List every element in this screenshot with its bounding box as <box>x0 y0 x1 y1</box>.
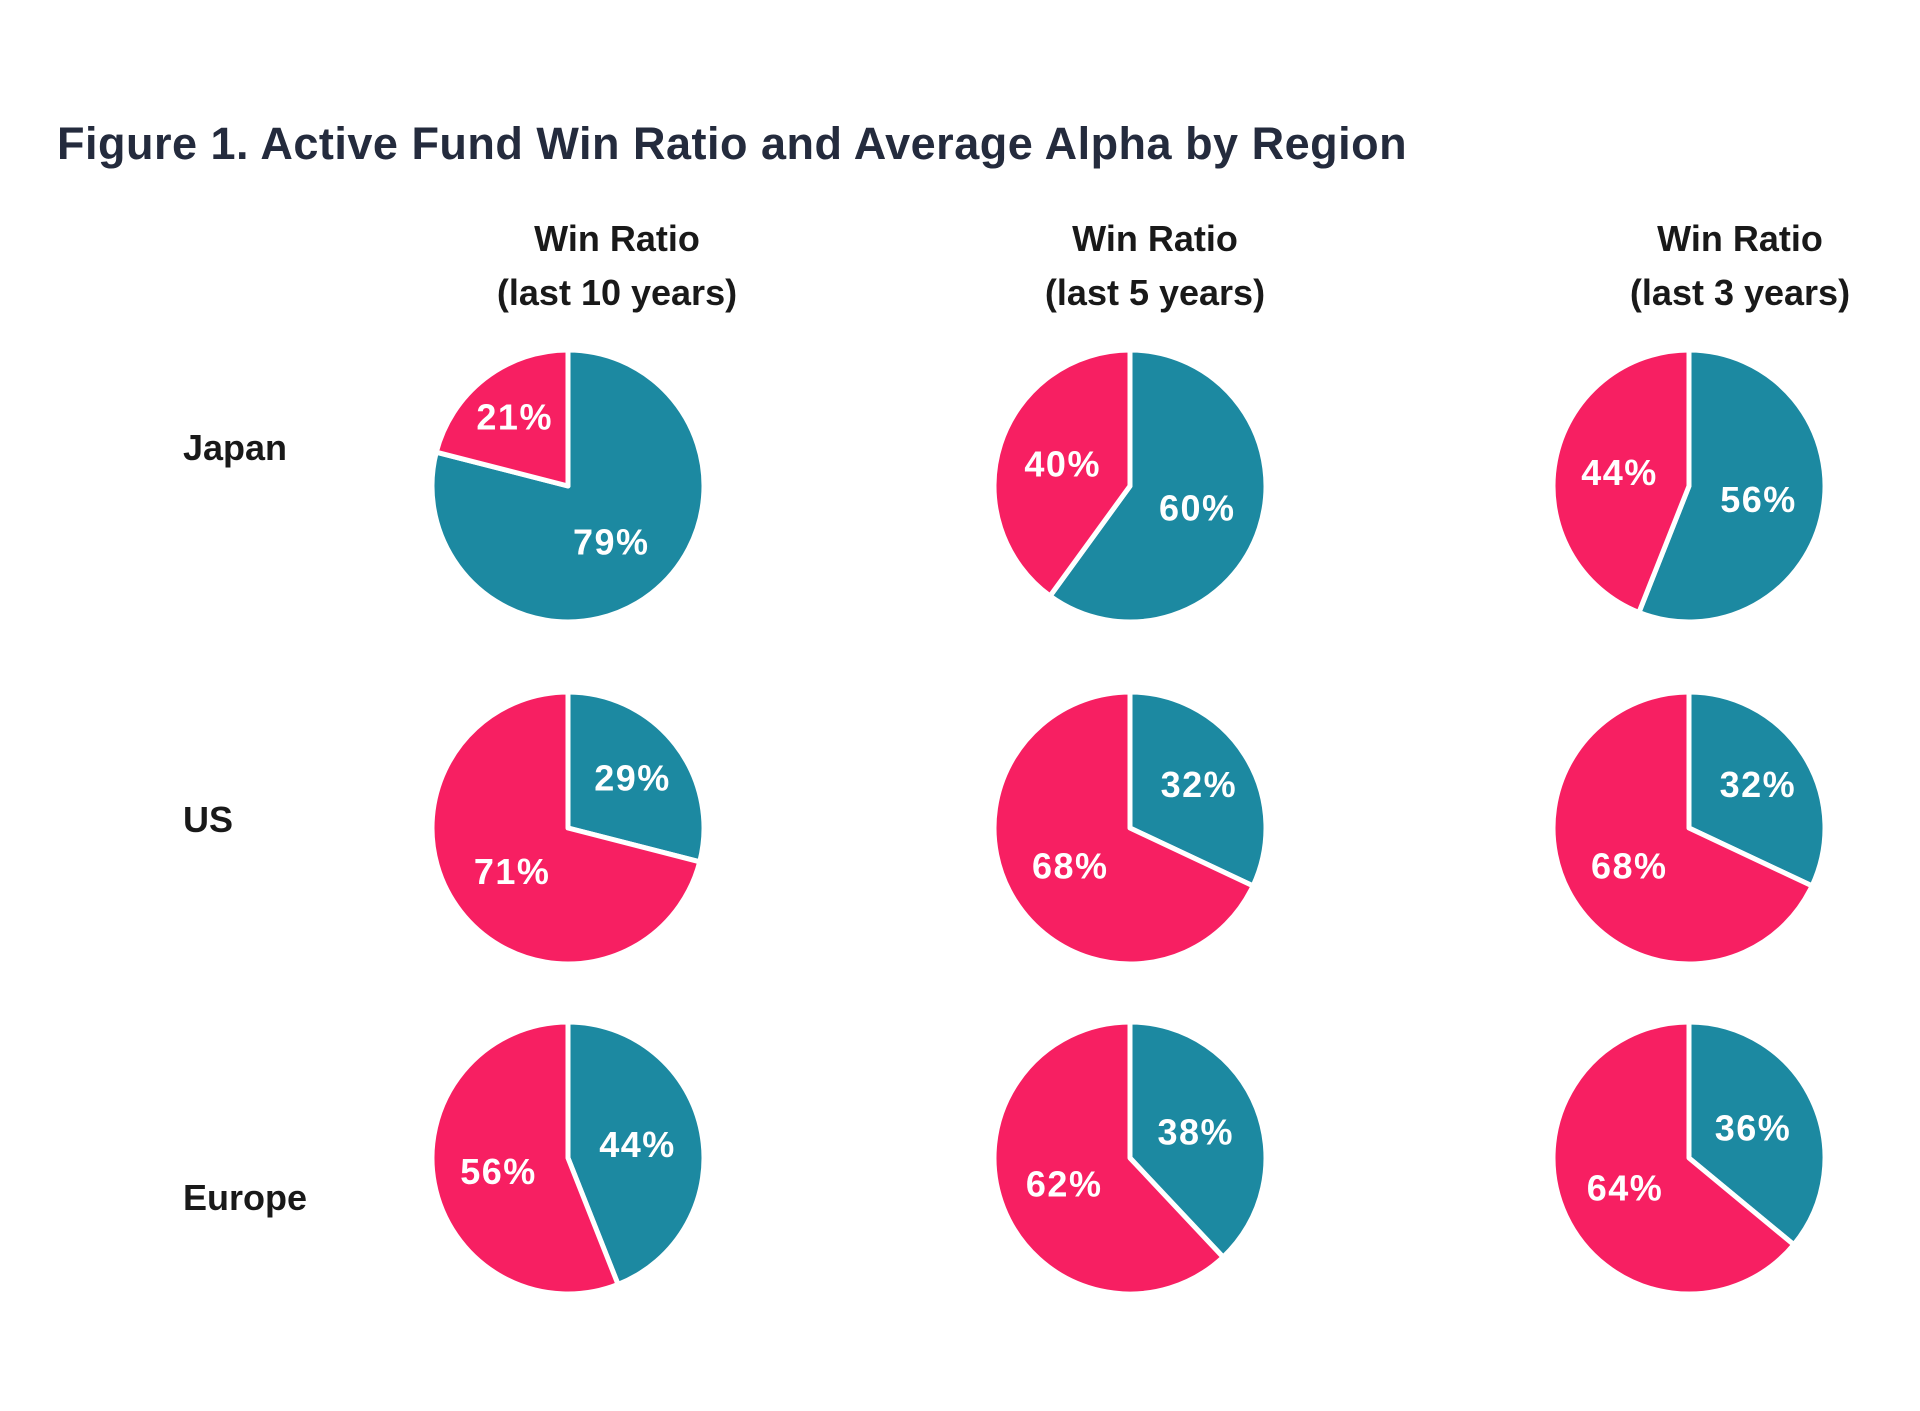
pie-europe-col2: 38% 62% <box>991 1019 1269 1297</box>
slice-label-active-pink: 68% <box>1591 845 1668 886</box>
slice-label-active-pink: 68% <box>1032 845 1109 886</box>
slice-label-active-pink: 44% <box>1581 452 1658 493</box>
active-pink-slice <box>429 689 703 967</box>
row-label-us: US <box>183 799 234 840</box>
passive-teal-slice <box>565 1019 707 1287</box>
pie-europe-col1: 44% 56% <box>429 1019 707 1297</box>
active-pink-slice <box>1550 1019 1797 1297</box>
slice-label-active-pink: 21% <box>476 397 553 438</box>
slice-label-active-pink: 40% <box>1024 444 1101 485</box>
passive-teal-slice <box>565 689 707 865</box>
slice-label-active-pink: 71% <box>474 851 551 892</box>
active-pink-slice <box>991 347 1133 599</box>
slice-label-active-pink: 64% <box>1587 1168 1664 1209</box>
active-pink-slice <box>1550 347 1692 615</box>
slice-label-passive-teal: 79% <box>573 521 650 562</box>
passive-teal-slice <box>1686 1019 1828 1248</box>
column-header-title: Win Ratio <box>1072 218 1238 259</box>
column-header-title: Win Ratio <box>534 218 700 259</box>
passive-teal-slice <box>1047 347 1269 625</box>
passive-teal-slice <box>1686 689 1828 889</box>
passive-teal-slice <box>1127 1019 1269 1260</box>
column-header-subtitle: (last 10 years) <box>496 272 738 313</box>
pie-japan-col3: 56% 44% <box>1550 347 1828 625</box>
slice-label-passive-teal: 36% <box>1715 1107 1792 1148</box>
slice-label-passive-teal: 32% <box>1720 764 1797 805</box>
slice-label-passive-teal: 60% <box>1159 487 1236 528</box>
slice-label-passive-teal: 44% <box>599 1124 676 1165</box>
pie-europe-col3: 36% 64% <box>1550 1019 1828 1297</box>
active-pink-slice <box>991 1019 1226 1297</box>
column-header-subtitle: (last 3 years) <box>1629 272 1851 313</box>
slice-label-passive-teal: 32% <box>1161 764 1238 805</box>
column-header-last-10-years: Win Ratio (last 10 years) <box>497 212 737 320</box>
column-header-last-3-years: Win Ratio (last 3 years) <box>1630 212 1850 320</box>
pie-us-col1: 29% 71% <box>429 689 707 967</box>
row-label-japan: Japan <box>183 427 288 468</box>
passive-teal-slice <box>1127 689 1269 889</box>
active-pink-slice <box>1550 689 1815 967</box>
passive-teal-slice <box>1636 347 1828 625</box>
active-pink-slice <box>433 347 571 489</box>
active-pink-slice <box>991 689 1256 967</box>
pie-japan-col2: 60% 40% <box>991 347 1269 625</box>
column-header-last-5-years: Win Ratio (last 5 years) <box>1045 212 1265 320</box>
column-header-subtitle: (last 5 years) <box>1044 272 1266 313</box>
pie-us-col3: 32% 68% <box>1550 689 1828 967</box>
row-label-europe: Europe <box>183 1177 308 1218</box>
pie-us-col2: 32% 68% <box>991 689 1269 967</box>
figure-title: Figure 1. Active Fund Win Ratio and Aver… <box>57 118 1408 169</box>
slice-label-passive-teal: 29% <box>594 758 671 799</box>
slice-label-active-pink: 62% <box>1026 1164 1103 1205</box>
pie-japan-col1: 79% 21% <box>429 347 707 625</box>
active-pink-slice <box>429 1019 621 1297</box>
slice-label-passive-teal: 56% <box>1720 479 1797 520</box>
column-header-title: Win Ratio <box>1657 218 1823 259</box>
slice-label-active-pink: 56% <box>460 1151 537 1192</box>
slice-label-passive-teal: 38% <box>1158 1112 1235 1153</box>
